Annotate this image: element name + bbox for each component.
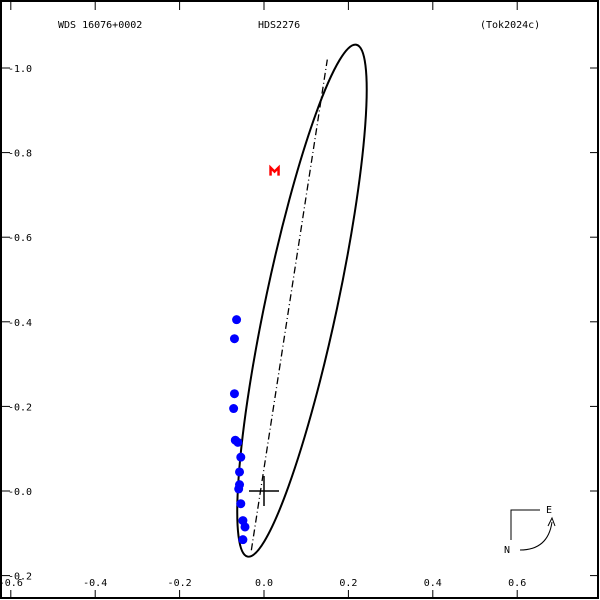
observation-point: [236, 499, 246, 509]
observation-point: [229, 404, 239, 414]
x-tick-label: 0.4: [424, 578, 442, 589]
observation-point: [236, 452, 246, 462]
y-tick-label: -0.8: [8, 149, 32, 160]
y-tick-label: -0.2: [8, 572, 32, 583]
observation-point: [240, 522, 250, 532]
observation-point: [233, 437, 243, 447]
y-tick-label: -1.0: [8, 64, 32, 75]
compass-east-label: E: [546, 505, 552, 516]
compass-arrow: [519, 521, 553, 551]
x-tick-label: 0.2: [339, 578, 357, 589]
header-right: (Tok2024c): [480, 20, 540, 31]
observation-points: [229, 164, 280, 545]
header-left: WDS 16076+0002: [58, 20, 142, 31]
y-tick-label: -0.4: [8, 318, 32, 329]
observation-point: [235, 467, 245, 477]
observation-point: [238, 535, 248, 545]
line-of-nodes: [250, 59, 328, 551]
observation-point: [229, 389, 239, 399]
micrometer-point: [269, 164, 280, 176]
observation-point: [229, 334, 239, 344]
y-tick-label: -0.2: [8, 402, 32, 413]
x-tick-label: 0.0: [255, 578, 273, 589]
compass-frame: [510, 509, 540, 540]
x-tick-label: 0.6: [508, 578, 526, 589]
compass: E N: [504, 505, 556, 556]
compass-arrow-head: [547, 516, 556, 527]
y-tick-label: -0.0: [8, 487, 32, 498]
header-center: HDS2276: [258, 20, 300, 31]
x-tick-label: -0.2: [168, 578, 192, 589]
orbit-ellipse: [236, 43, 368, 558]
y-tick-label: -0.6: [8, 233, 32, 244]
x-tick-label: -0.6: [0, 578, 23, 589]
compass-north-label: N: [504, 545, 510, 556]
observation-point: [234, 484, 244, 494]
orbit-ellipse-layer: [236, 43, 368, 558]
observation-point: [232, 315, 242, 325]
x-tick-label: -0.4: [83, 578, 107, 589]
